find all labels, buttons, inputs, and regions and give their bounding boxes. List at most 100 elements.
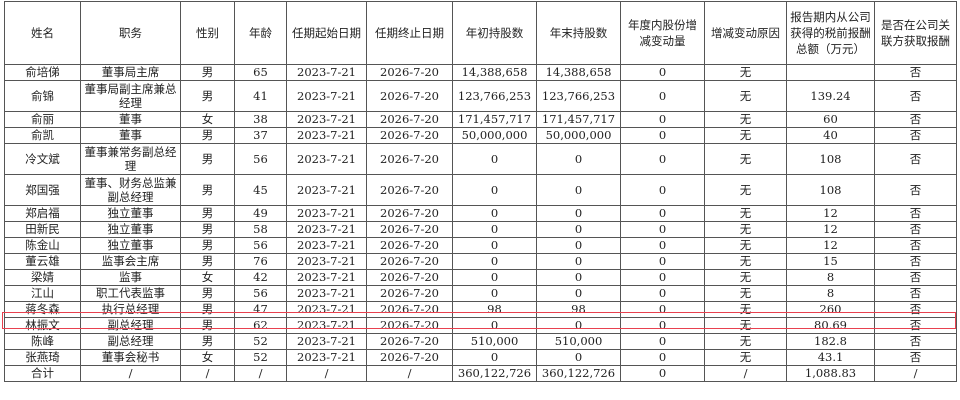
- cell-name: 俞丽: [4, 111, 81, 128]
- cell-name: 梁婧: [4, 269, 81, 286]
- cell-related-party-pay: 否: [874, 80, 957, 112]
- cell-term-end: /: [366, 365, 453, 382]
- cell-gender: 男: [180, 64, 235, 81]
- cell-related-party-pay: 否: [874, 143, 957, 175]
- cell-gender: 男: [180, 317, 235, 334]
- cell-gender: 女: [180, 349, 235, 366]
- cell-position: 董事会秘书: [80, 349, 181, 366]
- cell-term-end: 2026-7-20: [366, 301, 453, 318]
- cell-compensation: 80.69: [786, 317, 875, 334]
- cell-related-party-pay: 否: [874, 269, 957, 286]
- cell-name: 董云雄: [4, 253, 81, 270]
- cell-shares-begin: 0: [452, 237, 537, 254]
- cell-compensation: 1,088.83: [786, 365, 875, 382]
- col-share-change: 年度内股份增减变动量: [620, 1, 705, 65]
- cell-change-reason: 无: [704, 80, 787, 112]
- cell-position: 独立董事: [80, 205, 181, 222]
- cell-age: 52: [234, 333, 287, 350]
- cell-change-reason: 无: [704, 174, 787, 206]
- col-term-start: 任期起始日期: [286, 1, 367, 65]
- table-row: 郑国强 董事、财务总监兼副总经理男 45 2023-7-21 2026-7-20 0 0 0 无…: [4, 174, 957, 206]
- cell-name: 田新民: [4, 221, 81, 238]
- cell-position: /: [80, 365, 181, 382]
- col-compensation: 报告期内从公司获得的税前报酬总额（万元）: [786, 1, 875, 65]
- col-change-reason: 增减变动原因: [704, 1, 787, 65]
- cell-shares-begin: 0: [452, 269, 537, 286]
- cell-gender: 女: [180, 269, 235, 286]
- cell-share-change: 0: [620, 80, 705, 112]
- cell-compensation: 260: [786, 301, 875, 318]
- cell-term-start: 2023-7-21: [286, 237, 367, 254]
- cell-age: 41: [234, 80, 287, 112]
- cell-position: 副总经理: [80, 317, 181, 334]
- header-row: 姓名 职务 性别 年龄 任期起始日期 任期终止日期 年初持股数 年末持股数 年度…: [4, 1, 957, 65]
- cell-shares-end: 0: [536, 269, 621, 286]
- cell-change-reason: 无: [704, 301, 787, 318]
- cell-compensation: 108: [786, 143, 875, 175]
- cell-age: 45: [234, 174, 287, 206]
- cell-gender: 男: [180, 285, 235, 302]
- cell-age: 56: [234, 143, 287, 175]
- cell-position: 副总经理: [80, 333, 181, 350]
- cell-share-change: 0: [620, 253, 705, 270]
- cell-gender: 男: [180, 80, 235, 112]
- cell-related-party-pay: 否: [874, 221, 957, 238]
- cell-gender: /: [180, 365, 235, 382]
- cell-change-reason: 无: [704, 317, 787, 334]
- cell-name: 郑国强: [4, 174, 81, 206]
- cell-age: 65: [234, 64, 287, 81]
- cell-share-change: 0: [620, 111, 705, 128]
- cell-term-end: 2026-7-20: [366, 174, 453, 206]
- cell-share-change: 0: [620, 174, 705, 206]
- cell-share-change: 0: [620, 349, 705, 366]
- cell-compensation: 15: [786, 253, 875, 270]
- cell-term-end: 2026-7-20: [366, 143, 453, 175]
- table-row: 陈峰 副总经理男 52 2023-7-21 2026-7-20 510,000 510,00…: [4, 333, 957, 350]
- cell-shares-begin: 171,457,717: [452, 111, 537, 128]
- cell-shares-end: 0: [536, 143, 621, 175]
- cell-change-reason: /: [704, 365, 787, 382]
- cell-change-reason: 无: [704, 111, 787, 128]
- cell-name: 冷文斌: [4, 143, 81, 175]
- cell-shares-end: 50,000,000: [536, 127, 621, 144]
- cell-age: 42: [234, 269, 287, 286]
- cell-position: 独立董事: [80, 221, 181, 238]
- table-row: 张燕琦 董事会秘书女 52 2023-7-21 2026-7-20 0 0 0 无 43.1 否: [4, 349, 957, 366]
- cell-term-end: 2026-7-20: [366, 221, 453, 238]
- cell-shares-end: 171,457,717: [536, 111, 621, 128]
- cell-gender: 男: [180, 143, 235, 175]
- col-age: 年龄: [234, 1, 287, 65]
- cell-share-change: 0: [620, 221, 705, 238]
- cell-name: 俞凯: [4, 127, 81, 144]
- table-row: 田新民 独立董事男 58 2023-7-21 2026-7-20 0 0 0 无 12 否: [4, 221, 957, 238]
- cell-gender: 男: [180, 333, 235, 350]
- cell-compensation: 8: [786, 269, 875, 286]
- cell-position: 监事: [80, 269, 181, 286]
- cell-share-change: 0: [620, 269, 705, 286]
- cell-position: 董事兼常务副总经理: [80, 143, 181, 175]
- cell-name: 江山: [4, 285, 81, 302]
- cell-shares-begin: 0: [452, 317, 537, 334]
- cell-compensation: 12: [786, 221, 875, 238]
- cell-age: 47: [234, 301, 287, 318]
- cell-related-party-pay: 否: [874, 127, 957, 144]
- cell-compensation: 108: [786, 174, 875, 206]
- cell-term-start: 2023-7-21: [286, 174, 367, 206]
- cell-share-change: 0: [620, 301, 705, 318]
- cell-shares-end: 0: [536, 237, 621, 254]
- cell-age: 58: [234, 221, 287, 238]
- cell-shares-end: 360,122,726: [536, 365, 621, 382]
- total-row: 合计 / / / //360,122,726 360,122,726 0/1,088.83/: [4, 365, 957, 382]
- col-shares-end: 年末持股数: [536, 1, 621, 65]
- cell-shares-end: 0: [536, 317, 621, 334]
- table-row: 董云雄 监事会主席男 76 2023-7-21 2026-7-20 0 0 0 无 15 否: [4, 253, 957, 270]
- table-row: 俞丽 董事女 38 2023-7-21 2026-7-20 171,457,717 171,…: [4, 111, 957, 128]
- table-row: 俞凯 董事男 37 2023-7-21 2026-7-20 50,000,000 50,00…: [4, 127, 957, 144]
- cell-name: 俞锦: [4, 80, 81, 112]
- cell-related-party-pay: 否: [874, 349, 957, 366]
- cell-name: 陈金山: [4, 237, 81, 254]
- cell-name: 合计: [4, 365, 81, 382]
- cell-compensation: 40: [786, 127, 875, 144]
- cell-change-reason: 无: [704, 237, 787, 254]
- cell-term-end: 2026-7-20: [366, 111, 453, 128]
